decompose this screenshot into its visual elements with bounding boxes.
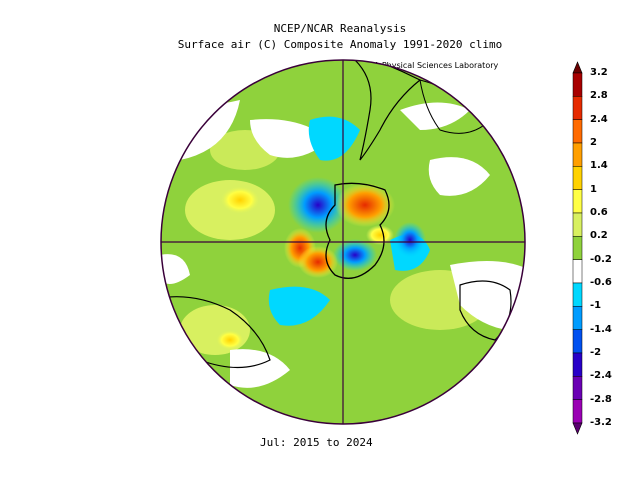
antarctica-coastline (325, 182, 390, 279)
colorbar-bottom-arrow (572, 422, 583, 435)
colorbar-tick-label: 2.8 (590, 90, 608, 102)
colorbar-tick-label: -0.6 (590, 277, 612, 288)
colorbar-tick-label: -1.4 (590, 323, 612, 335)
colorbar-bin (572, 376, 583, 400)
colorbar-bin (572, 236, 583, 260)
colorbar-tick-label: -0.2 (590, 253, 612, 265)
colorbar-tick-label: 2.4 (590, 113, 608, 125)
colorbar-tick-label: 0.2 (590, 230, 608, 242)
colorbar-bin (572, 399, 583, 424)
colorbar (572, 61, 583, 435)
colorbar-tick-label: -2.8 (590, 393, 612, 405)
colorbar-top-arrow (572, 61, 583, 74)
colorbar-tick-label: 2 (590, 137, 597, 148)
colorbar-bin (572, 166, 583, 190)
colorbar-bin (572, 96, 583, 120)
colorbar-bin (572, 189, 583, 214)
colorbar-bin (572, 72, 583, 97)
map-subtitle: Surface air (C) Composite Anomaly 1991-2… (177, 38, 503, 51)
colorbar-bin (572, 329, 583, 354)
colorbar-tick-label: -2.4 (590, 370, 612, 382)
south-america-coastline (353, 60, 422, 161)
colorbar-bin (572, 212, 583, 237)
colorbar-bin (572, 259, 583, 284)
map-boundary (160, 59, 526, 425)
colorbar-tick-label: -2 (590, 347, 602, 358)
colorbar-bin (572, 306, 583, 330)
colorbar-bin (572, 119, 583, 144)
colorbar-bin (572, 142, 583, 167)
credit-label: NOAA Physical Sciences Laboratory (356, 61, 499, 70)
period-label: Jul: 2015 to 2024 (260, 436, 373, 449)
anomaly-field (161, 60, 525, 424)
colorbar-tick-label: 3.2 (590, 67, 608, 78)
colorbar-tick-label: -1 (590, 300, 602, 312)
map-title: NCEP/NCAR Reanalysis (273, 22, 407, 35)
colorbar-tick-label: 1 (590, 183, 597, 195)
colorbar-bin (572, 352, 583, 377)
colorbar-tick-label: 0.6 (590, 207, 608, 218)
colorbar-tick-label: 1.4 (590, 160, 608, 172)
colorbar-bin (572, 282, 583, 307)
colorbar-tick-label: -3.2 (590, 417, 612, 428)
